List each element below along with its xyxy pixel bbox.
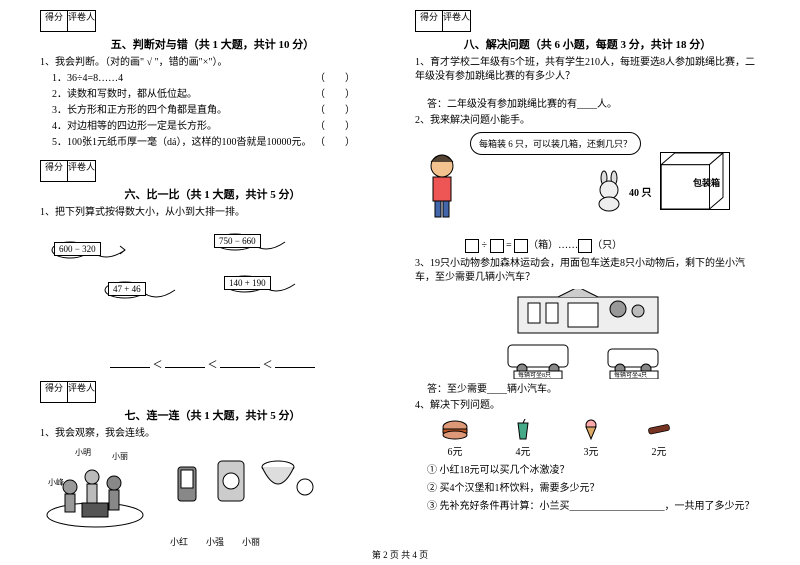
- grader-label: 评卷人: [68, 381, 96, 403]
- sec5-item-5-text: 5．100张1元纸币厚一毫（dá），这样的100沓就是10000元。: [52, 137, 311, 148]
- sec8-q4-2: ② 买4个汉堡和1杯饮料，需要多少元？: [427, 479, 760, 494]
- price-1: 6元: [435, 443, 475, 458]
- problem2-area: 每箱装 6 只，可以装几箱，还剩几只？ 40 只 包装箱: [415, 132, 760, 232]
- scene-label-r: 每辆可坐4只: [614, 371, 647, 379]
- bird-3: 47 + 46: [100, 276, 180, 304]
- food-candy: 2元: [639, 419, 679, 458]
- right-column: 得分 评卷人 八、解决问题（共 6 小题，每题 3 分，共计 18 分） 1、育…: [415, 10, 760, 548]
- score-label: 得分: [40, 381, 68, 403]
- calc-tail-2: （只）: [592, 240, 622, 251]
- sec5-item-3: 3．长方形和正方形的四个角都是直角。 （ ）: [52, 104, 385, 118]
- people-icon: 小明 小丽 小峰: [40, 445, 150, 530]
- bird-label-2: 750 − 660: [214, 234, 261, 248]
- sec5-item-4: 4．对边相等的四边形一定是长方形。 （ ）: [52, 120, 385, 134]
- speech-bubble: 每箱装 6 只，可以装几箱，还剩几只？: [470, 132, 641, 155]
- sec8-q2: 2、我来解决问题小能手。: [415, 114, 760, 128]
- svg-text:小峰: 小峰: [48, 477, 64, 487]
- section-8-title: 八、解决问题（共 6 小题，每题 3 分，共计 18 分）: [415, 36, 760, 52]
- sec8-q3-ans: 答：至少需要____辆小汽车。: [427, 383, 760, 397]
- svg-text:小丽: 小丽: [112, 452, 128, 461]
- paren-5: （ ）: [315, 136, 355, 150]
- food-drink: 4元: [503, 419, 543, 458]
- bird-label-3: 47 + 46: [108, 282, 146, 296]
- score-label: 得分: [40, 160, 68, 182]
- sec5-item-1-text: 1．36÷4=8……4: [52, 73, 123, 84]
- compare-blanks: ＜ ＜ ＜: [40, 356, 385, 371]
- left-column: 得分 评卷人 五、判断对与错（共 1 大题，共计 10 分） 1、我会判断。（对…: [40, 10, 385, 548]
- sec5-item-2: 2．读数和写数时，都从低位起。 （ ）: [52, 88, 385, 102]
- calc-tail-1: （箱）……: [528, 240, 578, 251]
- sec5-intro: 1、我会判断。（对的画" √ "，错的画"×"）。: [40, 56, 385, 70]
- connect-area: 小明 小丽 小峰: [40, 445, 385, 535]
- price-3: 3元: [571, 443, 611, 458]
- price-2: 4元: [503, 443, 543, 458]
- candy-icon: [644, 419, 674, 441]
- scene-label-l: 每辆可坐8只: [518, 371, 551, 379]
- bunny-icon: [590, 170, 628, 212]
- score-box-6: 得分 评卷人: [40, 160, 385, 182]
- paren-4: （ ）: [315, 120, 355, 134]
- sec8-q4-3: ③ 先补充好条件再计算：小兰买___________________，一共用了多…: [427, 497, 760, 512]
- bubble-text: 每箱装 6 只，可以装几箱，还剩几只？: [470, 132, 641, 155]
- svg-text:小明: 小明: [75, 448, 91, 457]
- grader-label: 评卷人: [68, 160, 96, 182]
- score-box-7: 得分 评卷人: [40, 381, 385, 403]
- section-7-title: 七、连一连（共 1 大题，共计 5 分）: [40, 407, 385, 423]
- sec8-q3: 3、19只小动物参加森林运动会，用面包车送走8只小动物后，剩下的坐小汽车，至少需…: [415, 257, 760, 285]
- food-row: 6元 4元 3元 2元: [435, 419, 760, 458]
- score-box-8: 得分 评卷人: [415, 10, 760, 32]
- girl-icon: [420, 152, 465, 222]
- drink-icon: [508, 419, 538, 441]
- price-4: 2元: [639, 443, 679, 458]
- page: 得分 评卷人 五、判断对与错（共 1 大题，共计 10 分） 1、我会判断。（对…: [0, 0, 800, 553]
- item-label-1: 小红: [170, 535, 188, 548]
- sec5-item-1: 1．36÷4=8……4 （ ）: [52, 72, 385, 86]
- box-label: 包装箱: [693, 176, 720, 189]
- item-labels: 小红 小强 小丽: [170, 535, 385, 548]
- paren-3: （ ）: [315, 104, 355, 118]
- item-label-3: 小丽: [242, 535, 260, 548]
- score-label: 得分: [40, 10, 68, 32]
- sec7-intro: 1、我会观察，我会连线。: [40, 427, 385, 441]
- sec8-q1: 1、育才学校二年级有5个班，共有学生210人，每班要选8人参加跳绳比赛，二年级没…: [415, 56, 760, 84]
- sec8-q1-ans: 答：二年级没有参加跳绳比赛的有____人。: [427, 98, 760, 112]
- score-label: 得分: [415, 10, 443, 32]
- paren-2: （ ）: [315, 88, 355, 102]
- score-box-5: 得分 评卷人: [40, 10, 385, 32]
- burger-icon: [440, 419, 470, 441]
- item-label-2: 小强: [206, 535, 224, 548]
- sec5-item-4-text: 4．对边相等的四边形一定是长方形。: [52, 121, 217, 132]
- count-40: 40 只: [629, 184, 652, 199]
- grader-label: 评卷人: [68, 10, 96, 32]
- grader-label: 评卷人: [443, 10, 471, 32]
- sec5-item-3-text: 3．长方形和正方形的四个角都是直角。: [52, 105, 227, 116]
- sec6-intro: 1、把下列算式按得数大小，从小到大排一排。: [40, 206, 385, 220]
- section-6-title: 六、比一比（共 1 大题，共计 5 分）: [40, 186, 385, 202]
- paren-1: （ ）: [315, 72, 355, 86]
- icecream-icon: [576, 419, 606, 441]
- calc-boxes: ÷ = （箱）……（只）: [465, 236, 760, 253]
- sec5-item-2-text: 2．读数和写数时，都从低位起。: [52, 89, 197, 100]
- bird-label-1: 600 − 320: [54, 242, 101, 256]
- items-icon: [170, 445, 320, 530]
- bird-2: 750 − 660: [210, 228, 290, 256]
- sec5-item-5: 5．100张1元纸币厚一毫（dá），这样的100沓就是10000元。 （ ）: [52, 136, 385, 150]
- food-burger: 6元: [435, 419, 475, 458]
- food-icecream: 3元: [571, 419, 611, 458]
- sec8-q4-1: ① 小红18元可以买几个冰激凌？: [427, 461, 760, 476]
- bird-4: 140 + 190: [220, 270, 300, 298]
- scene-icon: 每辆可坐8只 每辆可坐4只: [488, 289, 688, 379]
- bird-1: 600 − 320: [50, 236, 130, 264]
- section-5-title: 五、判断对与错（共 1 大题，共计 10 分）: [40, 36, 385, 52]
- sec8-q4: 4、解决下列问题。: [415, 399, 760, 413]
- bird-label-4: 140 + 190: [224, 276, 271, 290]
- bird-area: 600 − 320 750 − 660 47 + 46 140 + 190: [40, 228, 385, 348]
- page-footer: 第 2 页 共 4 页: [0, 548, 800, 561]
